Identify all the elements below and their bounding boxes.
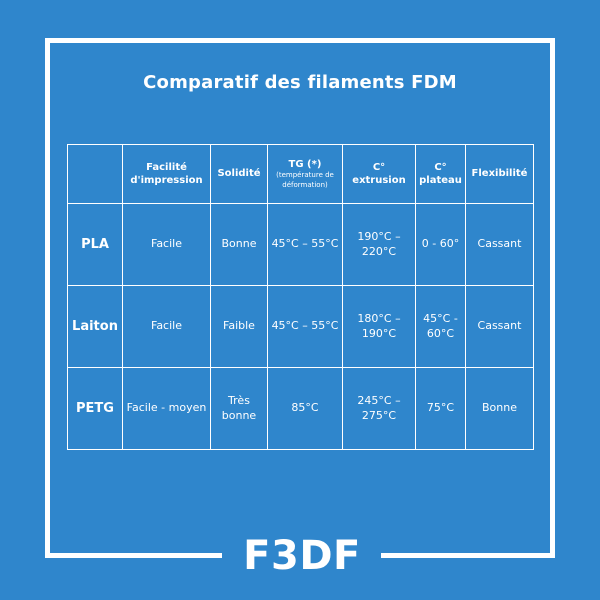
row-label: PLA [67, 203, 123, 286]
table-cell: 45°C – 55°C [267, 285, 343, 368]
header-solidite: Solidité [210, 144, 268, 204]
table-cell: 45°C - 60°C [415, 285, 466, 368]
comparison-table: Facilité d'impression Solidité TG (*) (te… [67, 144, 534, 450]
table-cell: 85°C [267, 367, 343, 450]
table-row: Laiton Facile Faible 45°C – 55°C 180°C –… [67, 285, 534, 368]
table-cell: Faible [210, 285, 268, 368]
table-cell: 190°C – 220°C [342, 203, 416, 286]
f3df-logo: F3DF [243, 533, 361, 579]
table-cell: Cassant [465, 203, 534, 286]
header-label: Flexibilité [471, 168, 528, 180]
frame-bottom-left [45, 553, 222, 558]
header-label: C° extrusion [352, 161, 406, 187]
header-plateau: C° plateau [415, 144, 466, 204]
page-title: Comparatif des filaments FDM [143, 72, 457, 93]
table-cell: Très bonne [210, 367, 268, 450]
header-label: Solidité [217, 168, 261, 180]
table-cell: 0 - 60° [415, 203, 466, 286]
table-header-row: Facilité d'impression Solidité TG (*) (te… [67, 144, 534, 204]
table-cell: Bonne [210, 203, 268, 286]
header-sublabel: (température de déformation) [276, 171, 334, 189]
table-cell: Facile [122, 203, 211, 286]
header-tg: TG (*) (température de déformation) [267, 144, 343, 204]
table-cell: 245°C – 275°C [342, 367, 416, 450]
table-cell: Facile - moyen [122, 367, 211, 450]
header-extrusion: C° extrusion [342, 144, 416, 204]
table-cell: 180°C – 190°C [342, 285, 416, 368]
table-cell: Cassant [465, 285, 534, 368]
table-cell: Facile [122, 285, 211, 368]
header-label: C° plateau [419, 161, 462, 187]
row-label: PETG [67, 367, 123, 450]
table-row: PLA Facile Bonne 45°C – 55°C 190°C – 220… [67, 203, 534, 286]
header-label: Facilité d'impression [130, 161, 203, 187]
header-label: TG (*) [288, 158, 322, 170]
table-cell: Bonne [465, 367, 534, 450]
table-cell: 75°C [415, 367, 466, 450]
header-corner [67, 144, 123, 204]
table-cell: 45°C – 55°C [267, 203, 343, 286]
header-flexibilite: Flexibilité [465, 144, 534, 204]
row-label: Laiton [67, 285, 123, 368]
frame-bottom-right [381, 553, 555, 558]
header-facilite: Facilité d'impression [122, 144, 211, 204]
white-frame [45, 38, 555, 558]
table-row: PETG Facile - moyen Très bonne 85°C 245°… [67, 367, 534, 450]
